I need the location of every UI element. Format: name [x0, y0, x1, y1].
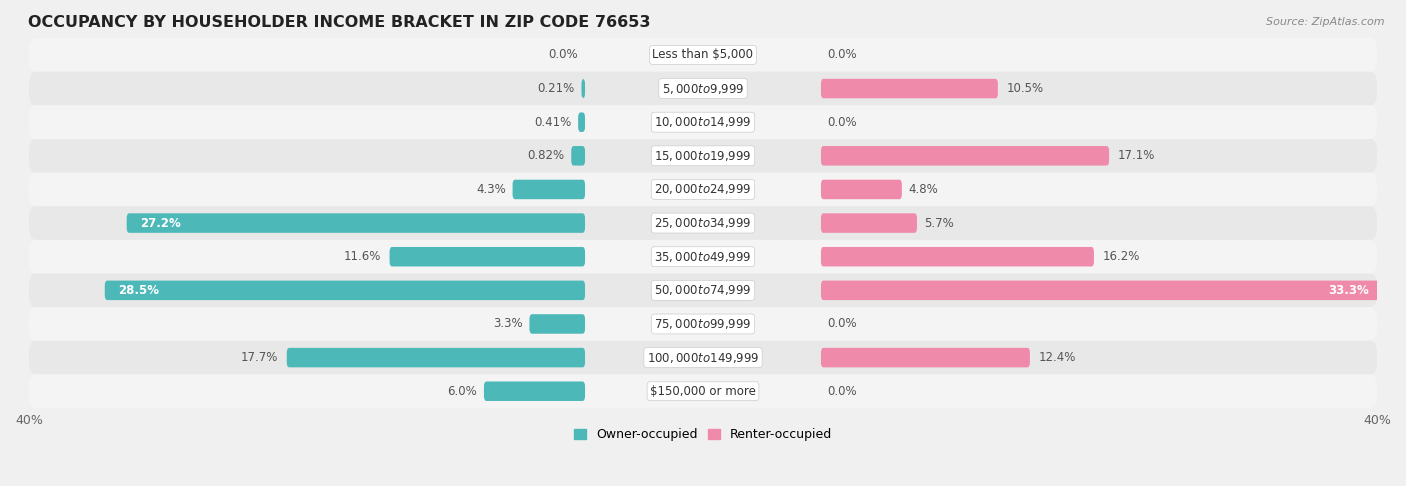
Text: 17.7%: 17.7% [240, 351, 278, 364]
Text: $50,000 to $74,999: $50,000 to $74,999 [654, 283, 752, 297]
Text: 10.5%: 10.5% [1007, 82, 1043, 95]
FancyBboxPatch shape [30, 105, 1376, 139]
Legend: Owner-occupied, Renter-occupied: Owner-occupied, Renter-occupied [568, 423, 838, 446]
FancyBboxPatch shape [30, 307, 1376, 341]
Text: 0.21%: 0.21% [537, 82, 575, 95]
Text: $15,000 to $19,999: $15,000 to $19,999 [654, 149, 752, 163]
Text: 28.5%: 28.5% [118, 284, 159, 297]
Text: Less than $5,000: Less than $5,000 [652, 49, 754, 61]
Text: 0.82%: 0.82% [527, 149, 564, 162]
Text: 0.0%: 0.0% [828, 317, 858, 330]
FancyBboxPatch shape [571, 146, 585, 166]
Text: 5.7%: 5.7% [924, 217, 953, 229]
Text: 3.3%: 3.3% [494, 317, 523, 330]
Text: $20,000 to $24,999: $20,000 to $24,999 [654, 182, 752, 196]
FancyBboxPatch shape [105, 280, 585, 300]
Text: $150,000 or more: $150,000 or more [650, 385, 756, 398]
Text: $100,000 to $149,999: $100,000 to $149,999 [647, 350, 759, 364]
FancyBboxPatch shape [30, 173, 1376, 206]
FancyBboxPatch shape [30, 240, 1376, 274]
Text: 0.0%: 0.0% [828, 385, 858, 398]
Text: 0.0%: 0.0% [828, 116, 858, 129]
FancyBboxPatch shape [484, 382, 585, 401]
Text: 0.41%: 0.41% [534, 116, 571, 129]
FancyBboxPatch shape [30, 341, 1376, 374]
Text: 17.1%: 17.1% [1118, 149, 1154, 162]
Text: $5,000 to $9,999: $5,000 to $9,999 [662, 82, 744, 96]
FancyBboxPatch shape [821, 280, 1382, 300]
Text: 0.0%: 0.0% [548, 49, 578, 61]
Text: 27.2%: 27.2% [141, 217, 181, 229]
FancyBboxPatch shape [582, 79, 585, 98]
FancyBboxPatch shape [821, 146, 1109, 166]
Text: 33.3%: 33.3% [1327, 284, 1368, 297]
FancyBboxPatch shape [530, 314, 585, 334]
FancyBboxPatch shape [821, 79, 998, 98]
Text: 0.0%: 0.0% [828, 49, 858, 61]
FancyBboxPatch shape [513, 180, 585, 199]
Text: $75,000 to $99,999: $75,000 to $99,999 [654, 317, 752, 331]
Text: 11.6%: 11.6% [343, 250, 381, 263]
FancyBboxPatch shape [287, 348, 585, 367]
Text: 12.4%: 12.4% [1039, 351, 1076, 364]
FancyBboxPatch shape [821, 348, 1031, 367]
Text: $10,000 to $14,999: $10,000 to $14,999 [654, 115, 752, 129]
FancyBboxPatch shape [30, 374, 1376, 408]
FancyBboxPatch shape [30, 274, 1376, 307]
Text: $35,000 to $49,999: $35,000 to $49,999 [654, 250, 752, 264]
FancyBboxPatch shape [821, 180, 901, 199]
FancyBboxPatch shape [30, 38, 1376, 72]
FancyBboxPatch shape [127, 213, 585, 233]
Text: 4.8%: 4.8% [908, 183, 938, 196]
FancyBboxPatch shape [578, 112, 585, 132]
Text: Source: ZipAtlas.com: Source: ZipAtlas.com [1267, 17, 1385, 27]
FancyBboxPatch shape [821, 213, 917, 233]
Text: OCCUPANCY BY HOUSEHOLDER INCOME BRACKET IN ZIP CODE 76653: OCCUPANCY BY HOUSEHOLDER INCOME BRACKET … [28, 15, 650, 30]
FancyBboxPatch shape [389, 247, 585, 266]
FancyBboxPatch shape [30, 72, 1376, 105]
Text: 4.3%: 4.3% [477, 183, 506, 196]
Text: 6.0%: 6.0% [447, 385, 477, 398]
FancyBboxPatch shape [30, 139, 1376, 173]
Text: $25,000 to $34,999: $25,000 to $34,999 [654, 216, 752, 230]
FancyBboxPatch shape [821, 247, 1094, 266]
Text: 16.2%: 16.2% [1102, 250, 1140, 263]
FancyBboxPatch shape [30, 206, 1376, 240]
